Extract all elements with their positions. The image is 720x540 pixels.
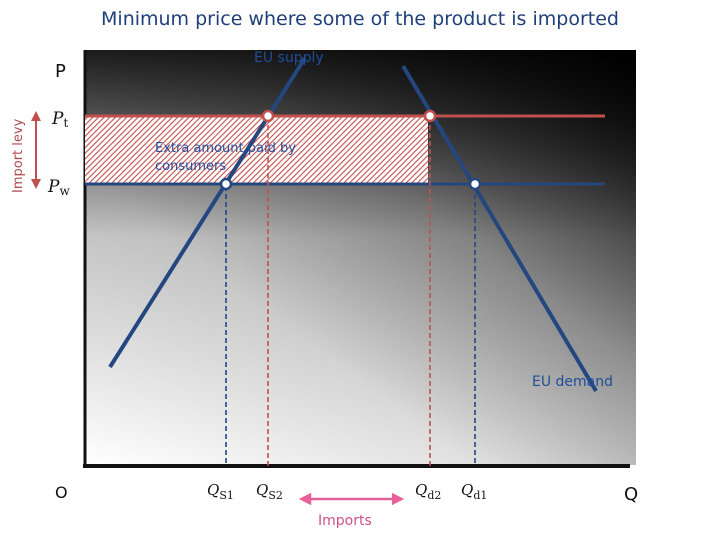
pt-supply-point [261,109,275,123]
eu-demand-curve [401,64,598,393]
eu-supply-curve [108,56,307,369]
pt-label-sub: t [63,116,68,130]
qd1-label-sub: d1 [473,489,487,502]
qd2-label-sub: d2 [427,489,441,502]
qd2-label-base: Q [415,481,427,499]
pw-label-sub: w [59,184,70,198]
import-levy-label: Import levy [11,118,26,193]
pt-label: Pt [51,109,68,130]
area-label-line2: consumers [155,159,226,174]
qs1-label-base: Q [207,481,219,499]
qd2-label: Qd2 [415,481,441,502]
qs1-label-sub: S1 [219,489,234,502]
pw-label-base: P [47,177,60,197]
pt-demand-point [423,109,437,123]
pw-supply-point [219,177,233,191]
qs2-label-base: Q [256,481,268,499]
chart-title: Minimum price where some of the product … [101,8,619,30]
qs2-label: QS2 [256,481,283,502]
qd1-label: Qd1 [461,481,487,502]
area-label-line1: Extra amount paid by [155,141,296,156]
imports-label: Imports [318,513,372,529]
qd1-label-base: Q [461,481,473,499]
qs2-label-sub: S2 [268,489,283,502]
qs1-label: QS1 [207,481,234,502]
pw-demand-point [468,177,482,191]
y-axis-label: P [55,61,66,82]
pw-label: Pw [47,177,70,198]
consumer-cost-area [85,117,428,185]
pt-label-base: P [51,109,64,129]
plot-top-shade [85,50,636,465]
x-axis-label: Q [624,484,638,505]
origin-label: O [55,483,68,502]
demand-curve-label: EU demand [532,374,613,390]
supply-curve-label: EU supply [254,50,324,66]
